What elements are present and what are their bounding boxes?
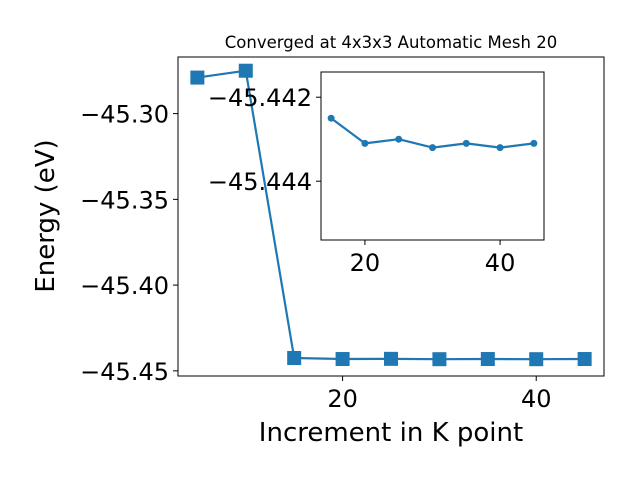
inset-data-point bbox=[530, 139, 538, 147]
main-axes-frame bbox=[177, 56, 605, 377]
main-data-point bbox=[238, 63, 253, 78]
main-y-tick-label: −45.30 bbox=[80, 101, 169, 129]
main-y-tick-label: −45.45 bbox=[80, 358, 169, 386]
y-axis-label: Energy (eV) bbox=[31, 139, 61, 292]
chart-title: Converged at 4x3x3 Automatic Mesh 20 bbox=[225, 33, 557, 52]
inset-x-tick-label: 20 bbox=[350, 249, 381, 277]
main-series-line bbox=[197, 69, 585, 361]
inset-data-point bbox=[462, 139, 470, 147]
main-data-point bbox=[529, 352, 544, 367]
main-data-point bbox=[190, 70, 205, 85]
main-plot-area: 20 40 −45.30 −45.35 −45.40 −45.45 bbox=[80, 56, 605, 413]
main-y-tick-label: −45.40 bbox=[80, 272, 169, 300]
x-axis-label: Increment in K point bbox=[259, 418, 523, 448]
main-data-point bbox=[480, 352, 495, 367]
inset-data-point bbox=[361, 139, 369, 147]
main-data-point bbox=[432, 352, 447, 367]
inset-y-tick-label: −45.442 bbox=[208, 84, 312, 112]
main-data-point bbox=[577, 352, 592, 367]
inset-plot-area: 20 40 −45.444 −45.442 bbox=[208, 71, 545, 277]
inset-data-point bbox=[395, 135, 403, 143]
main-data-point bbox=[287, 350, 302, 365]
main-x-tick-label: 20 bbox=[327, 385, 358, 413]
inset-x-tick-label: 40 bbox=[485, 249, 516, 277]
main-y-tick-label: −45.35 bbox=[80, 186, 169, 214]
main-data-point bbox=[384, 351, 398, 366]
inset-data-point bbox=[496, 144, 504, 152]
inset-axes-frame bbox=[320, 71, 545, 241]
inset-data-point bbox=[429, 144, 436, 152]
inset-y-tick-label: −45.444 bbox=[208, 168, 312, 196]
main-x-tick-label: 40 bbox=[521, 385, 552, 413]
main-data-point bbox=[335, 352, 350, 367]
inset-data-point bbox=[327, 114, 335, 122]
